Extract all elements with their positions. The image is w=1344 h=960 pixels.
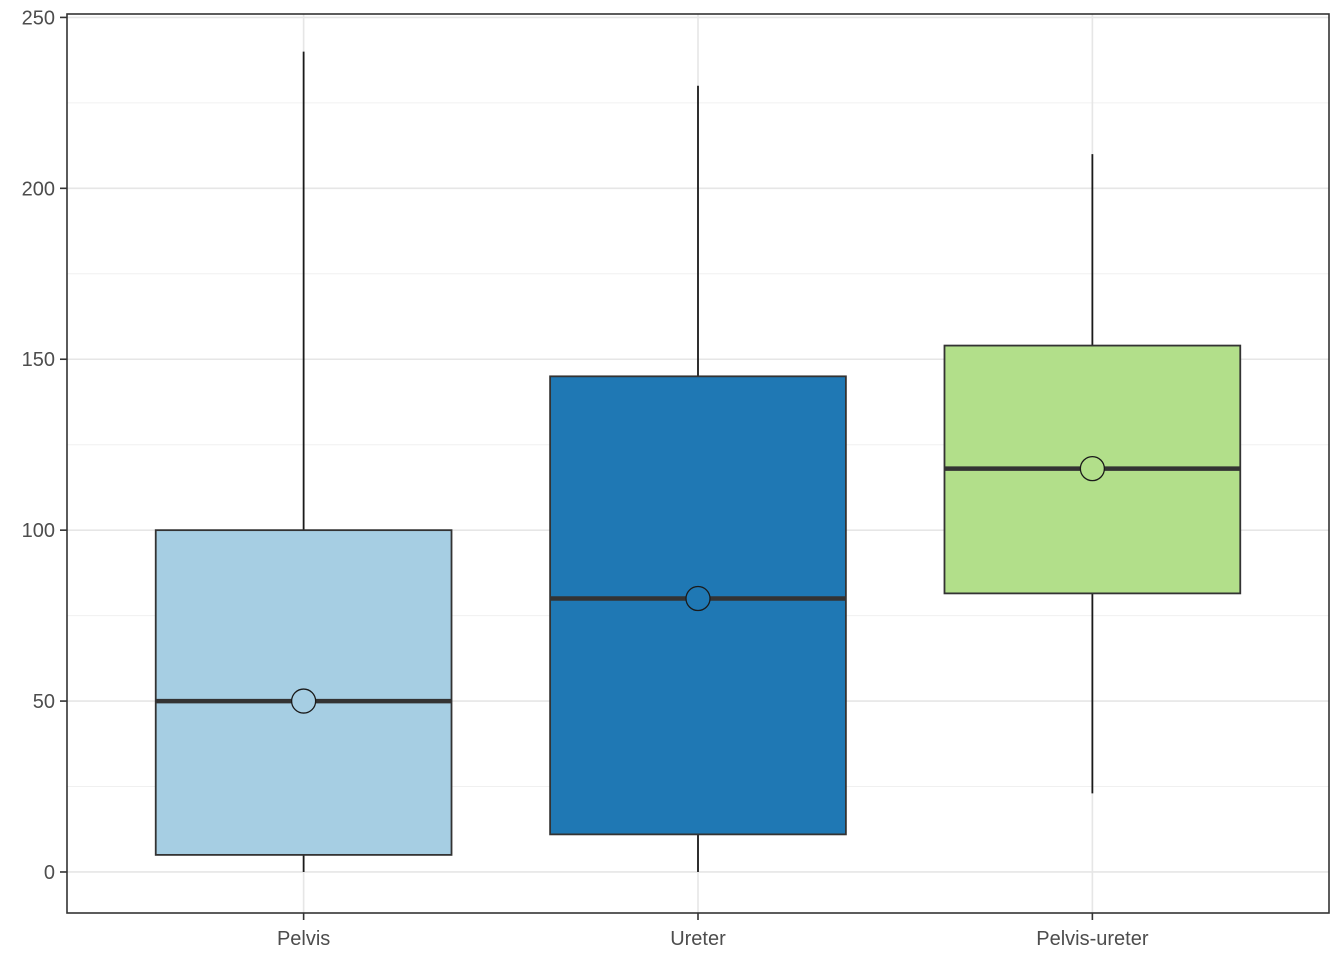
y-tick-label: 250 <box>22 7 55 29</box>
box-pelvis-ureter <box>943 154 1242 794</box>
x-tick-label: Pelvis-ureter <box>1036 928 1149 950</box>
x-axis: Pelvis Ureter Pelvis-ureter <box>277 913 1149 950</box>
x-tick-label: Ureter <box>670 928 726 950</box>
y-axis: 0 50 100 150 200 250 <box>22 7 67 884</box>
mean-point <box>685 585 711 612</box>
mean-point <box>290 688 317 714</box>
y-tick-label: 0 <box>44 862 55 884</box>
y-tick-label: 200 <box>22 178 55 200</box>
x-tick-label: Pelvis <box>277 928 330 950</box>
box-ureter <box>549 85 847 872</box>
y-tick-label: 50 <box>33 691 55 713</box>
boxes-layer <box>154 51 1242 872</box>
y-tick-label: 150 <box>22 349 55 371</box>
mean-point <box>1079 455 1106 482</box>
y-tick-label: 100 <box>22 520 55 542</box>
box-pelvis <box>154 51 453 872</box>
